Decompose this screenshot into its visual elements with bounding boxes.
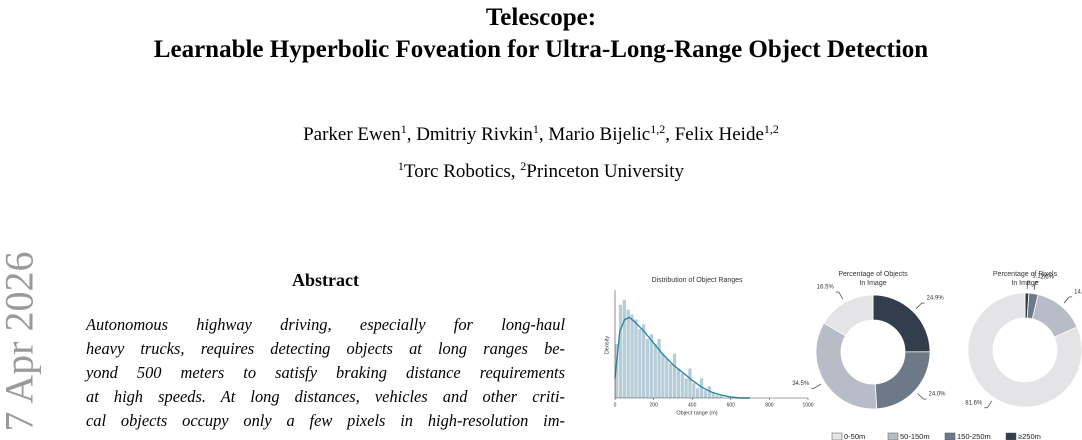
abstract-line: heavy trucks, requires detecting objects… (86, 339, 565, 358)
author-sup: 1,2 (650, 122, 666, 136)
value-label: 14.7% (1074, 290, 1082, 296)
value-label: 81.6% (965, 400, 983, 406)
abstract-line: cal objects occupy only a few pixels in … (86, 411, 565, 430)
bar (665, 358, 669, 398)
bar (680, 373, 684, 398)
bar (645, 339, 650, 398)
separator: , (510, 161, 521, 182)
abstract-line: yond 500 meters to satisfy braking dista… (86, 363, 565, 382)
author-name: Parker Ewen (303, 124, 401, 145)
value-label: 24.0% (928, 392, 946, 398)
abstract-line: at high speeds. At long distances, vehic… (86, 387, 565, 406)
bar (719, 396, 723, 398)
author-sup: 1 (532, 122, 539, 136)
donut-slice (874, 351, 931, 410)
author-name: Dmitriy Rivkin (416, 124, 533, 145)
abstract-line: Autonomous highway driving, especially f… (86, 315, 565, 334)
bar (692, 383, 696, 398)
x-tick-label: 400 (688, 402, 697, 408)
x-tick-label: 600 (727, 402, 736, 408)
legend-label: 0-50m (844, 432, 865, 440)
density-line (614, 316, 751, 399)
value-label: 1.1% (1032, 274, 1046, 280)
leader-line (917, 393, 927, 400)
bar (653, 344, 657, 398)
bar (669, 363, 673, 398)
bar (638, 329, 642, 398)
leader-line (915, 302, 925, 309)
leader-line (1033, 281, 1039, 290)
donut-slice (823, 294, 874, 337)
bar (642, 324, 646, 398)
bar (657, 339, 661, 398)
affiliations: 1Torc Robotics, 2Princeton University (0, 159, 1082, 183)
separator: , (665, 124, 675, 145)
bar (615, 344, 619, 398)
legend-label: 150-250m (957, 432, 991, 440)
abstract-text: Autonomous highway driving, especially f… (86, 313, 565, 433)
donut-slice (967, 292, 1082, 408)
affil-name: Torc Robotics (403, 161, 511, 182)
leader-line (811, 383, 822, 389)
separator: , (406, 124, 417, 145)
legend-label: 50-150m (900, 432, 930, 440)
author-sup: 1 (400, 122, 407, 136)
donut-slice (815, 322, 878, 410)
bar (672, 353, 677, 398)
author-sup: 1,2 (763, 122, 779, 136)
x-tick-label: 800 (765, 402, 774, 408)
legend-swatch (887, 432, 899, 440)
affil-sup: 1 (397, 159, 404, 173)
value-label: 34.5% (792, 381, 810, 387)
bar (684, 378, 688, 398)
bar (630, 314, 634, 398)
title-line: Learnable Hyperbolic Foveation for Ultra… (153, 36, 929, 63)
bar (622, 299, 626, 398)
bar (626, 309, 630, 398)
authors: Parker Ewen1, Dmitriy Rivkin1, Mario Bij… (0, 122, 1082, 146)
chart-title: In Image (859, 280, 886, 287)
affil-sup: 2 (520, 159, 527, 173)
legend-swatch (831, 432, 843, 440)
leader-line (984, 400, 992, 409)
bar (676, 368, 681, 398)
bar (688, 368, 692, 398)
legend-swatch (1005, 432, 1017, 440)
bar (618, 304, 623, 398)
leader-line (1063, 296, 1073, 304)
bar (696, 388, 700, 398)
value-label: 16.5% (817, 285, 835, 291)
leader-line (835, 291, 844, 300)
x-tick-label: 200 (649, 402, 658, 408)
separator: , (538, 124, 549, 145)
chart-title: Percentage of Objects (838, 271, 908, 278)
title-line: Telescope: (485, 4, 597, 31)
value-label: 2.6% (1040, 274, 1054, 280)
legend-label: ≥250m (1018, 432, 1041, 440)
bar (703, 390, 708, 398)
legend-swatch (944, 432, 956, 440)
author-name: Mario Bijelic (548, 124, 651, 145)
bar (707, 386, 711, 398)
x-axis-label: Object range (m) (676, 410, 717, 416)
x-tick-label: 1000 (802, 402, 813, 408)
bar (649, 334, 653, 398)
chart-title: Distribution of Object Ranges (651, 277, 743, 284)
y-axis-label: Density (604, 336, 610, 355)
bar (661, 353, 665, 398)
affil-name: Princeton University (526, 161, 685, 182)
bar (715, 395, 719, 398)
leader-line (1026, 280, 1031, 290)
bar (634, 319, 638, 398)
value-label: 24.9% (927, 296, 945, 302)
bar (711, 393, 715, 398)
bar (699, 378, 704, 398)
author-name: Felix Heide (674, 124, 764, 145)
chart-title: In Image (1011, 280, 1038, 287)
chart-title: Percentage of Pixels (993, 271, 1058, 278)
abstract-heading: Abstract (292, 270, 359, 290)
x-tick-label: 0 (614, 402, 617, 408)
